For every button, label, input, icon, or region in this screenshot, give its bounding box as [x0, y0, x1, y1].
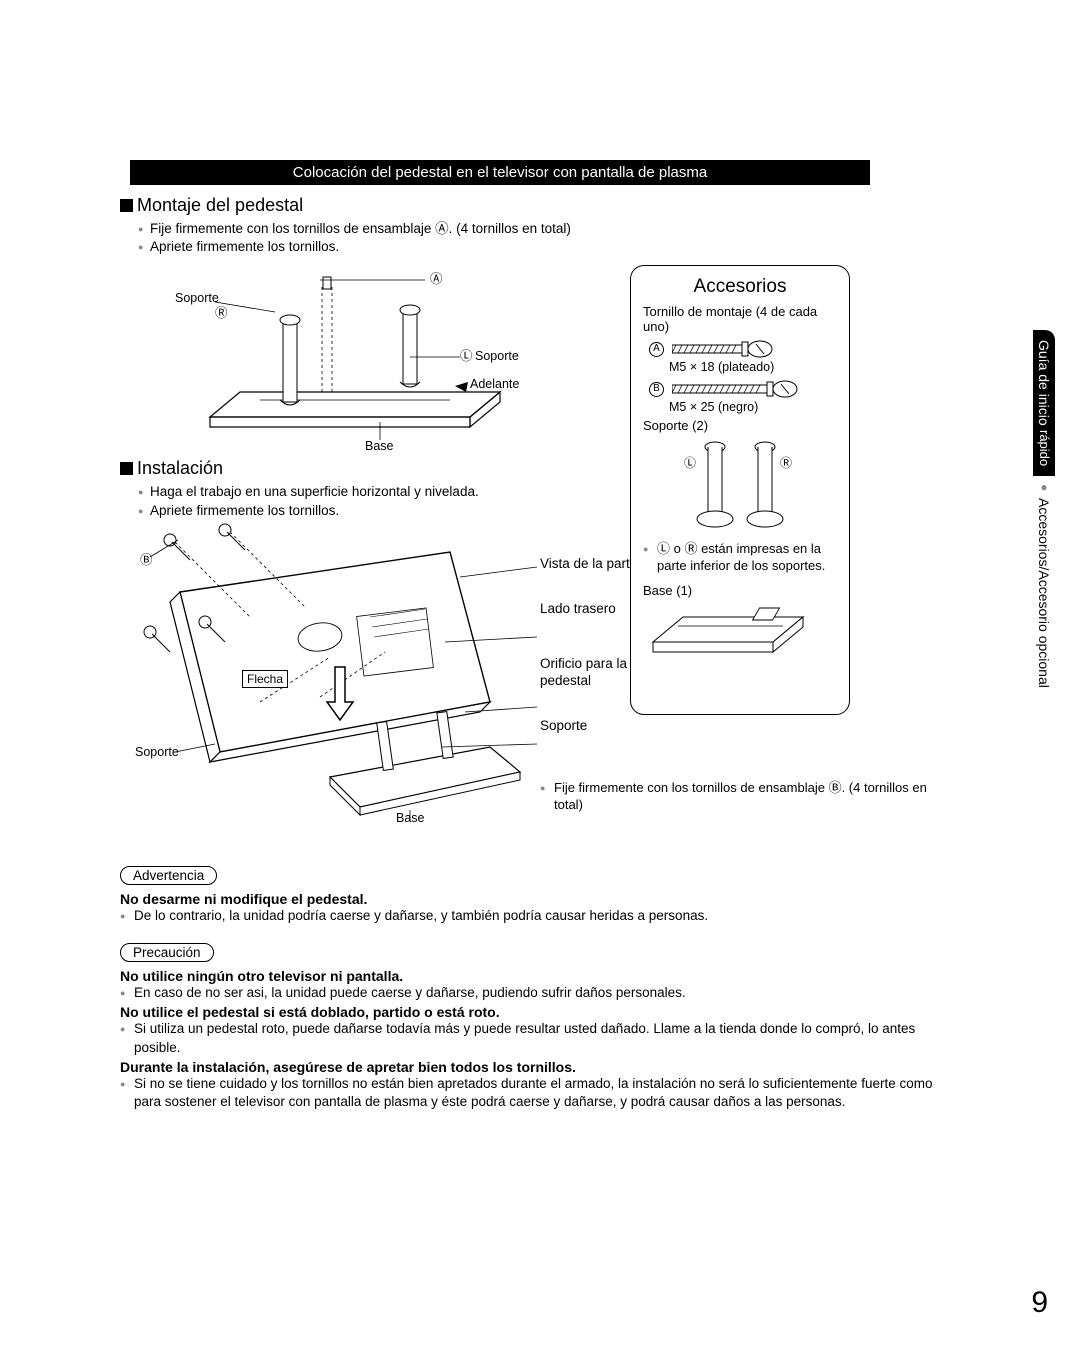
bullet-item: Fije firmemente con los tornillos de ens…	[138, 220, 960, 238]
bullet-item: Si utiliza un pedestal roto, puede dañar…	[120, 1020, 960, 1056]
caution-h1: No utilice ningún otro televisor ni pant…	[120, 968, 960, 984]
section-title-montaje: Montaje del pedestal	[120, 195, 960, 216]
bullet-item: En caso de no ser asi, la unidad puede c…	[120, 984, 960, 1002]
circle-a-icon: A	[649, 342, 664, 357]
screw-a-label: M5 × 18 (plateado)	[669, 360, 837, 374]
side-line1: Guía de inicio	[1036, 340, 1052, 426]
screw-b-row: B	[649, 380, 837, 398]
screw-a-icon-svg	[672, 340, 782, 358]
svg-text:Base: Base	[396, 811, 425, 822]
fig2-note: Fije firmemente con los tornillos de ens…	[540, 780, 940, 814]
base-icon	[643, 602, 813, 666]
section-title-text: Montaje del pedestal	[137, 195, 303, 216]
acc-base-head: Base (1)	[643, 583, 837, 598]
section-title-text: Instalación	[137, 458, 223, 479]
figure-pedestal-assembly: Ⓐ Soporte Ⓡ Ⓛ Soporte Adelante Base	[120, 262, 600, 452]
label-soporte: Soporte	[175, 291, 219, 305]
bullet-item: De lo contrario, la unidad podría caerse…	[120, 907, 960, 925]
svg-text:Ⓡ: Ⓡ	[780, 456, 792, 470]
screw-b-icon-svg	[672, 380, 802, 398]
svg-text:Ⓛ: Ⓛ	[684, 456, 696, 470]
acc-title: Accesorios	[643, 276, 837, 298]
side-tab: Guía de inicio rápido ● Accesorios/Acces…	[1030, 330, 1058, 770]
square-bullet-icon	[120, 462, 133, 475]
side-line2: rápido	[1037, 430, 1052, 466]
circle-b-icon: B	[649, 382, 664, 397]
acc-lr-note: Ⓛ o Ⓡ están impresas en la parte inferio…	[643, 541, 837, 575]
bullet-item: Si no se tiene cuidado y los tornillos n…	[120, 1075, 960, 1111]
svg-text:Soporte: Soporte	[475, 349, 519, 363]
svg-text:Base: Base	[365, 439, 394, 452]
screw-a-row: A	[649, 340, 837, 358]
label-soporte: Soporte	[540, 718, 720, 733]
screw-b-label: M5 × 25 (negro)	[669, 400, 837, 414]
pill-precaucion: Precaución	[120, 943, 214, 962]
acc-soporte-head: Soporte (2)	[643, 418, 837, 433]
warn-bullets: De lo contrario, la unidad podría caerse…	[120, 907, 960, 925]
pill-advertencia: Advertencia	[120, 866, 217, 885]
support-posts-icon: Ⓛ Ⓡ	[680, 437, 800, 537]
accessories-box: Accesorios Tornillo de montaje (4 de cad…	[630, 265, 850, 715]
caution-h3: Durante la instalación, asegúrese de apr…	[120, 1059, 960, 1075]
page-number: 9	[1031, 1286, 1048, 1320]
side-dot-icon: ●	[1040, 480, 1047, 494]
side-tab-black: Guía de inicio rápido	[1033, 330, 1055, 476]
fig2-note-row: Fije firmemente con los tornillos de ens…	[540, 780, 940, 814]
svg-text:Ⓛ: Ⓛ	[460, 349, 473, 363]
caution-h2: No utilice el pedestal si está doblado, …	[120, 1004, 960, 1020]
figure-tv-installation: Ⓑ Soporte Base Flecha	[120, 522, 600, 822]
acc-screws-head: Tornillo de montaje (4 de cada uno)	[643, 304, 837, 334]
svg-text:Ⓐ: Ⓐ	[430, 272, 443, 286]
montaje-bullets: Fije firmemente con los tornillos de ens…	[138, 220, 960, 256]
side-line3: Accesorios/Accesorio opcional	[1036, 498, 1052, 688]
svg-text:Soporte: Soporte	[135, 745, 179, 759]
svg-text:Ⓑ: Ⓑ	[140, 553, 153, 567]
svg-text:Ⓡ: Ⓡ	[215, 306, 228, 320]
square-bullet-icon	[120, 199, 133, 212]
warn-heading: No desarme ni modifique el pedestal.	[120, 891, 960, 907]
label-flecha: Flecha	[242, 670, 288, 688]
svg-text:Adelante: Adelante	[470, 377, 519, 391]
bullet-item: Apriete firmemente los tornillos.	[138, 238, 960, 256]
section-bar: Colocación del pedestal en el televisor …	[130, 160, 870, 185]
